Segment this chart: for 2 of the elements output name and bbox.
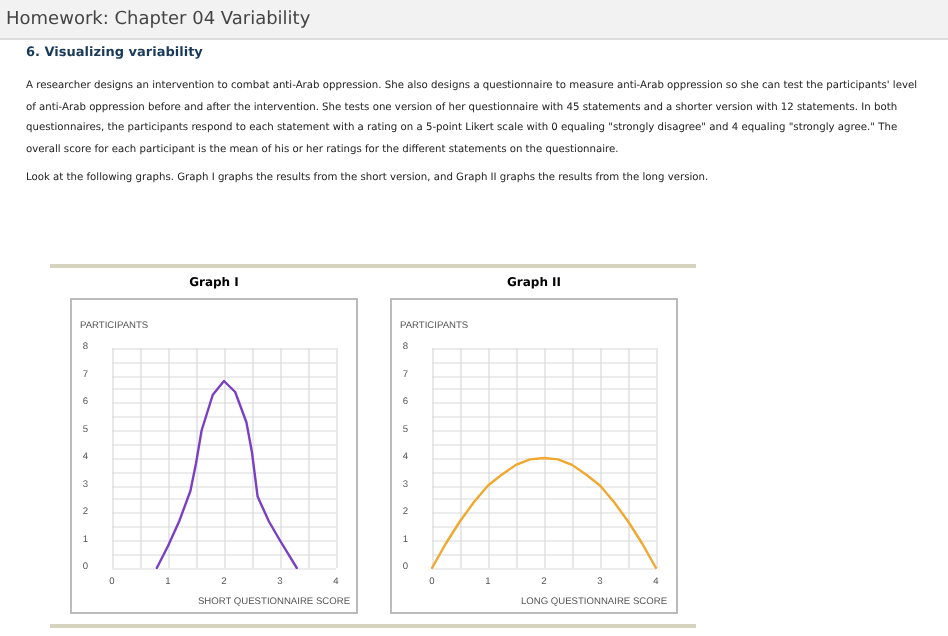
line-series bbox=[155, 379, 298, 570]
text: Homework: Chapter 04 Variability bbox=[0, 0, 948, 40]
